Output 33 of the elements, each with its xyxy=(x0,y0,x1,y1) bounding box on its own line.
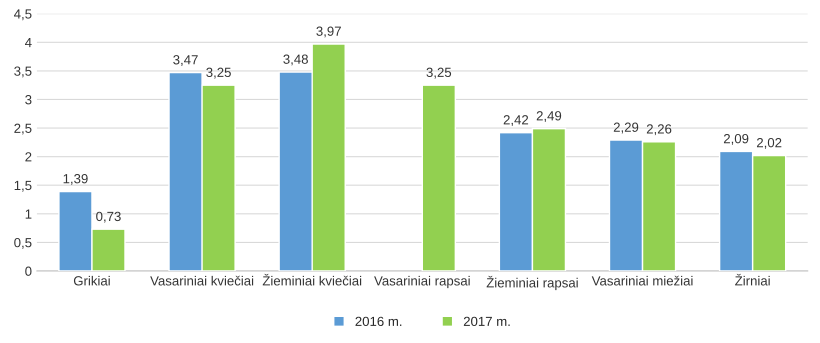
x-tick-label: Žirniai xyxy=(735,274,770,286)
data-label: 2,26 xyxy=(646,124,672,136)
y-tick-label: 1,5 xyxy=(14,180,32,192)
data-label: 2,02 xyxy=(756,138,782,149)
data-label: 2,49 xyxy=(536,111,562,122)
x-tick-label: Žieminiai rapsai xyxy=(486,276,578,290)
data-label: 3,97 xyxy=(316,26,341,38)
data-label: 2,29 xyxy=(614,122,638,134)
x-tick-label: Vasariniai miežiai xyxy=(592,276,692,286)
y-tick-label: 3,5 xyxy=(14,66,32,78)
data-label: 3,47 xyxy=(173,55,198,66)
data-label: 3,25 xyxy=(426,68,452,79)
y-tick-label: 4,5 xyxy=(14,9,32,20)
legend-label: 2017 m. xyxy=(464,316,510,326)
x-tick-label: Vasariniai kviečiai xyxy=(150,276,254,286)
data-label: 3,25 xyxy=(206,68,231,79)
y-tick-label: 2,5 xyxy=(14,124,32,135)
y-tick-label: 0 xyxy=(25,266,32,276)
y-tick-label: 3 xyxy=(25,95,32,104)
y-tick-label: 0,5 xyxy=(14,238,32,249)
x-tick-label: Žieminiai kviečiai xyxy=(262,274,362,286)
data-label: 0,73 xyxy=(96,212,121,223)
y-tick-label: 2 xyxy=(25,152,32,162)
legend-label: 2016 m. xyxy=(356,316,402,326)
y-tick-label: 4 xyxy=(25,38,32,48)
x-tick-label: Grikiai xyxy=(74,276,110,286)
data-label: 2,42 xyxy=(504,115,528,126)
data-label: 3,48 xyxy=(283,54,308,66)
y-tick-label: 1 xyxy=(26,210,32,219)
data-label: 1,39 xyxy=(64,174,88,185)
data-label: 2,09 xyxy=(724,134,748,145)
x-tick-label: Vasariniai rapsai xyxy=(374,276,470,288)
bar xyxy=(422,84,456,271)
